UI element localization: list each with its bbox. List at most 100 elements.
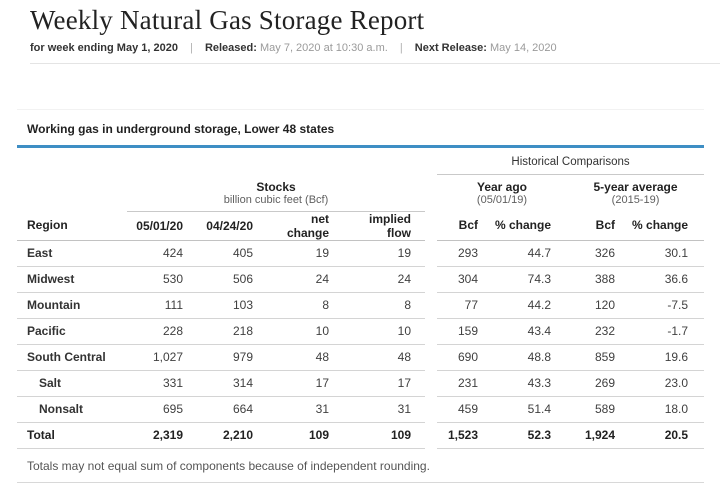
value-cell: 314 <box>197 370 267 397</box>
five-year-title: 5-year average <box>593 180 678 194</box>
col-header-region: Region <box>17 211 127 241</box>
region-cell: Midwest <box>17 266 127 293</box>
value-cell: 51.4 <box>492 396 567 423</box>
value-cell: 44.2 <box>492 292 567 319</box>
column-gap <box>425 266 437 292</box>
value-cell: 19 <box>267 240 343 267</box>
value-cell: 44.7 <box>492 240 567 267</box>
separator: | <box>190 42 193 54</box>
value-cell: -7.5 <box>629 292 705 319</box>
value-cell: 24 <box>267 266 343 293</box>
table-row-total: Total 2,319 2,210 109 109 1,523 52.3 1,9… <box>17 422 705 449</box>
region-cell: East <box>17 240 127 267</box>
value-cell: 530 <box>127 266 197 293</box>
value-cell: 859 <box>567 344 629 371</box>
value-cell: 48.8 <box>492 344 567 371</box>
masthead-divider <box>30 63 720 64</box>
value-cell: 17 <box>343 370 425 397</box>
value-cell: 405 <box>197 240 267 267</box>
released-label: Released: <box>204 42 257 54</box>
value-cell: 48 <box>343 344 425 371</box>
value-cell: 111 <box>127 292 197 319</box>
region-cell: South Central <box>17 344 127 371</box>
value-cell: 10 <box>343 318 425 345</box>
table-title: Working gas in underground storage, Lowe… <box>27 122 335 136</box>
value-cell: 690 <box>437 344 492 371</box>
table-row-nonsalt: Nonsalt 695 664 31 31 459 51.4 589 18.0 <box>17 396 705 423</box>
col-header-net-change: net change <box>267 211 343 241</box>
value-cell: 48 <box>267 344 343 371</box>
report-meta-line: for week ending May 1, 2020 | Released: … <box>30 42 720 54</box>
column-gap <box>425 211 437 240</box>
value-cell: 1,924 <box>567 422 629 449</box>
value-cell: 17 <box>267 370 343 397</box>
region-cell: Total <box>17 422 127 449</box>
value-cell: 8 <box>343 292 425 319</box>
value-cell: 506 <box>197 266 267 293</box>
col-header-5yr-bcf: Bcf <box>567 211 629 241</box>
table-row-south-central: South Central 1,027 979 48 48 690 48.8 8… <box>17 344 705 371</box>
blue-accent-rule <box>17 145 704 148</box>
value-cell: 269 <box>567 370 629 397</box>
value-cell: 52.3 <box>492 422 567 449</box>
value-cell: 664 <box>197 396 267 423</box>
group-header-row-1: Historical Comparisons <box>17 148 705 175</box>
column-gap <box>425 240 437 266</box>
spacer-cell <box>17 175 127 212</box>
value-cell: 1,027 <box>127 344 197 371</box>
value-cell: 23.0 <box>629 370 705 397</box>
value-cell: 459 <box>437 396 492 423</box>
value-cell: 36.6 <box>629 266 705 293</box>
masthead: Weekly Natural Gas Storage Report for we… <box>0 0 720 64</box>
value-cell: 232 <box>567 318 629 345</box>
col-header-5yr-pct: % change <box>629 211 705 241</box>
column-gap <box>425 148 437 175</box>
value-cell: 24 <box>343 266 425 293</box>
group-header-row-2: Stocks billion cubic feet (Bcf) Year ago… <box>17 174 704 212</box>
stocks-title: Stocks <box>256 179 296 194</box>
table-row-mountain: Mountain 111 103 8 8 77 44.2 120 -7.5 <box>17 292 705 319</box>
page-title: Weekly Natural Gas Storage Report <box>30 5 425 35</box>
column-gap <box>425 292 437 318</box>
value-cell: 293 <box>437 240 492 267</box>
value-cell: 74.3 <box>492 266 567 293</box>
table-row-salt: Salt 331 314 17 17 231 43.3 269 23.0 <box>17 370 705 397</box>
year-ago-title: Year ago <box>476 180 528 194</box>
value-cell: 589 <box>567 396 629 423</box>
table-row-east: East 424 405 19 19 293 44.7 326 30.1 <box>17 240 705 267</box>
week-ending-label: for week ending May 1, 2020 <box>30 42 178 54</box>
stocks-group-header: Stocks billion cubic feet (Bcf) <box>127 174 425 212</box>
five-year-group-header: 5-year average (2015-19) <box>567 175 704 212</box>
value-cell: 424 <box>127 240 197 267</box>
column-gap <box>425 396 437 422</box>
value-cell: 20.5 <box>629 422 705 449</box>
spacer-cell <box>17 148 425 175</box>
value-cell: 228 <box>127 318 197 345</box>
value-cell: 43.4 <box>492 318 567 345</box>
value-cell: 695 <box>127 396 197 423</box>
value-cell: 10 <box>267 318 343 345</box>
year-ago-subtitle: (05/01/19) <box>476 194 528 206</box>
value-cell: 979 <box>197 344 267 371</box>
region-cell: Mountain <box>17 292 127 319</box>
value-cell: 218 <box>197 318 267 345</box>
value-cell: 109 <box>267 422 343 449</box>
next-release-label: Next Release: <box>414 42 487 54</box>
rounding-footnote: Totals may not equal sum of components b… <box>17 449 704 483</box>
value-cell: 18.0 <box>629 396 705 423</box>
value-cell: 231 <box>437 370 492 397</box>
value-cell: 326 <box>567 240 629 267</box>
value-cell: 8 <box>267 292 343 319</box>
value-cell: 159 <box>437 318 492 345</box>
value-cell: 77 <box>437 292 492 319</box>
column-gap <box>425 318 437 344</box>
col-header-prior-week: 04/24/20 <box>197 211 267 241</box>
value-cell: 103 <box>197 292 267 319</box>
value-cell: 109 <box>343 422 425 449</box>
table-row-midwest: Midwest 530 506 24 24 304 74.3 388 36.6 <box>17 266 705 293</box>
value-cell: 304 <box>437 266 492 293</box>
value-cell: 1,523 <box>437 422 492 449</box>
region-cell: Pacific <box>17 318 127 345</box>
storage-table: Historical Comparisons Stocks billion cu… <box>17 148 705 449</box>
value-cell: 31 <box>343 396 425 423</box>
